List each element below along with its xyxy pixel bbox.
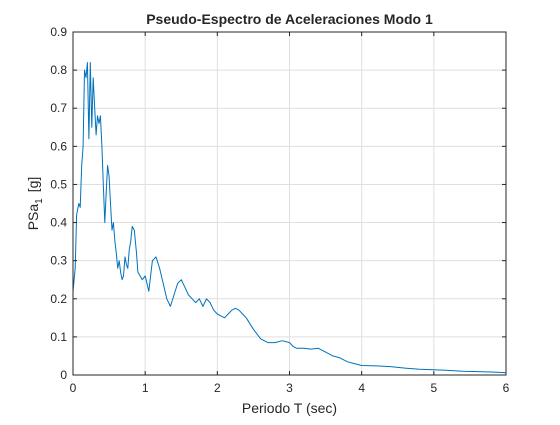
x-tick-label: 3	[286, 381, 293, 395]
chart-title: Pseudo-Espectro de Aceleraciones Modo 1	[146, 11, 433, 27]
series-line	[72, 62, 507, 374]
y-tick-label: 0.5	[50, 177, 67, 191]
x-tick-label: 0	[70, 381, 77, 395]
y-axis-label: PSa1 [g]	[25, 177, 45, 231]
y-tick-label: 0.3	[50, 254, 67, 268]
ticks	[72, 31, 507, 376]
x-tick-label: 6	[503, 381, 510, 395]
y-tick-label: 0.6	[50, 139, 67, 153]
y-tick-label: 0.4	[50, 216, 67, 230]
y-tick-labels: 0 0.1 0.2 0.3 0.4 0.5 0.6 0.7 0.8 0.9	[50, 25, 67, 382]
x-tick-label: 4	[358, 381, 365, 395]
y-tick-label: 0	[60, 368, 67, 382]
x-tick-label: 1	[142, 381, 149, 395]
y-tick-label: 0.2	[50, 292, 67, 306]
x-axis-label: Periodo T (sec)	[242, 400, 337, 416]
x-tick-labels: 0 1 2 3 4 5 6	[70, 381, 510, 395]
y-tick-label: 0.8	[50, 63, 67, 77]
series-layer	[72, 62, 507, 374]
x-tick-label: 5	[430, 381, 437, 395]
y-axis-label-unit: [g]	[25, 177, 41, 193]
y-axis-label-main: PSa	[25, 204, 41, 231]
y-axis-label-subscript: 1	[34, 198, 45, 204]
y-tick-label: 0.7	[50, 101, 67, 115]
grid	[73, 32, 506, 375]
y-tick-label: 0.1	[50, 330, 67, 344]
y-tick-label: 0.9	[50, 25, 67, 39]
x-tick-label: 2	[214, 381, 221, 395]
